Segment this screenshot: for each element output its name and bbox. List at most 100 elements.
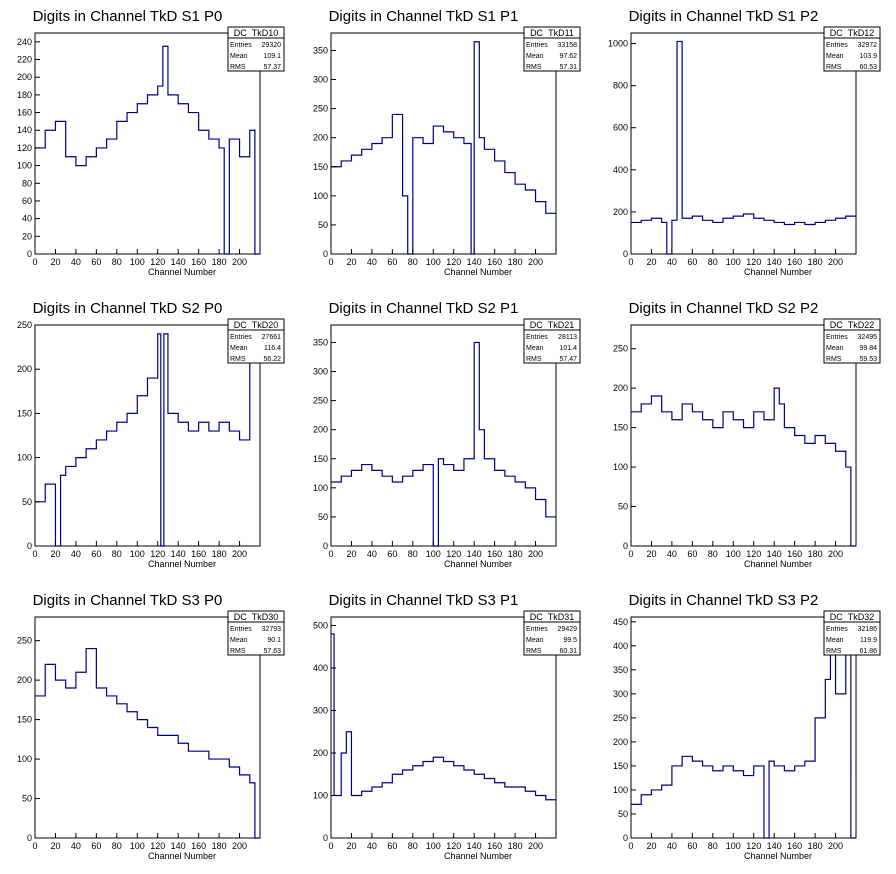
pad-7-frame <box>34 616 261 839</box>
pad-1-xtick-label-160: 160 <box>191 257 206 267</box>
pad-2-stats-rms-label: RMS <box>526 64 542 71</box>
pad-1-ytick-label-120: 120 <box>17 143 32 153</box>
pad-7-xtick-label-100: 100 <box>130 841 145 851</box>
pad-3-xtick-label-0: 0 <box>628 257 633 267</box>
pad-6-stats-frame <box>823 318 881 364</box>
pad-1-title: Digits in Channel TkD S1 P0 <box>33 8 223 25</box>
pad-4-xtick-label-60: 60 <box>91 549 101 559</box>
pad-6-xtick-label-120: 120 <box>746 549 761 559</box>
pad-4-xtick-label-20: 20 <box>50 549 60 559</box>
pad-7-title: Digits in Channel TkD S3 P0 <box>33 592 223 609</box>
pad-6-stats-entries-value: 32495 <box>858 334 878 341</box>
pad-1-series-line <box>35 45 260 255</box>
pad-2-ytick-label-350: 350 <box>313 45 328 55</box>
pad-5-stats-mean-value: 101.4 <box>559 345 577 352</box>
pad-2-xtick-label-20: 20 <box>346 257 356 267</box>
pad-3-ytick-label-0: 0 <box>623 249 628 259</box>
pad-1-ytick-label-160: 160 <box>17 108 32 118</box>
pad-5-xtick-label-80: 80 <box>408 549 418 559</box>
pad-9-stats-mean-label: Mean <box>826 637 844 644</box>
pad-2-ytick-label-250: 250 <box>313 104 328 114</box>
pad-9-xtick-label-20: 20 <box>646 841 656 851</box>
pad-8-xtick-label-40: 40 <box>367 841 377 851</box>
pad-7-xtick-label-180: 180 <box>212 841 227 851</box>
pad-6-stats-name: DC_TkD22 <box>830 320 875 330</box>
pad-4-stats-entries-label: Entries <box>230 334 252 341</box>
pad-8-stats-entries-label: Entries <box>526 626 548 633</box>
pad-8-xtick-label-80: 80 <box>408 841 418 851</box>
pad-1-ytick-label-240: 240 <box>17 37 32 47</box>
pad-2-stats-rms-value: 57.31 <box>559 64 577 71</box>
pad-7-series-line <box>35 647 260 839</box>
pad-8-stats-mean-label: Mean <box>526 637 544 644</box>
pad-3-stats-box: DC_TkD12 Entries 32972 Mean 103.9 RMS 60.53 <box>823 26 881 72</box>
pad-3-xtick-label-40: 40 <box>667 257 677 267</box>
pad-5-ytick-label-300: 300 <box>313 367 328 377</box>
pad-9-stats-box: DC_TkD32 Entries 32186 Mean 119.9 RMS 61.86 <box>823 610 881 656</box>
pad-4-series-line <box>35 333 260 547</box>
pad-1-xtick-label-20: 20 <box>50 257 60 267</box>
pad-3-ytick-label-400: 400 <box>613 165 628 175</box>
pad-5-xtick-label-140: 140 <box>467 549 482 559</box>
pad-6-stats-entries-label: Entries <box>826 334 848 341</box>
pad-7-xtick-label-120: 120 <box>150 841 165 851</box>
pad-9-xtick-label-60: 60 <box>687 841 697 851</box>
pad-5-stats-entries-label: Entries <box>526 334 548 341</box>
pad-2-xtick-label-60: 60 <box>387 257 397 267</box>
pad-4-xtick-label-120: 120 <box>150 549 165 559</box>
pad-7-xtick-label-80: 80 <box>112 841 122 851</box>
pad-9-ytick-label-100: 100 <box>613 785 628 795</box>
pad-5-title: Digits in Channel TkD S2 P1 <box>329 300 519 317</box>
pad-2-ytick-label-0: 0 <box>323 249 328 259</box>
pad-9-xtick-label-100: 100 <box>726 841 741 851</box>
pad-2-stats-mean-value: 97.62 <box>559 53 577 60</box>
pad-9-xtick-label-140: 140 <box>767 841 782 851</box>
pad-6-xtick-label-40: 40 <box>667 549 677 559</box>
pad-5-xtick-label-60: 60 <box>387 549 397 559</box>
pad-1-ytick-label-60: 60 <box>22 196 32 206</box>
pad-5-ytick-label-250: 250 <box>313 396 328 406</box>
pad-2-xtick-label-120: 120 <box>446 257 461 267</box>
pad-8-xtick-label-60: 60 <box>387 841 397 851</box>
pad-7-xtick-label-40: 40 <box>71 841 81 851</box>
pad-3-xtick-label-160: 160 <box>787 257 802 267</box>
pad-5-stats-name: DC_TkD21 <box>530 320 575 330</box>
pad-1-ytick-label-0: 0 <box>27 249 32 259</box>
pad-8-frame <box>330 616 557 839</box>
pad-7-ytick-label-150: 150 <box>17 715 32 725</box>
pad-1-stats-entries-value: 29320 <box>262 42 282 49</box>
pad-4-stats-mean-label: Mean <box>230 345 248 352</box>
pad-4-stats-name: DC_TkD20 <box>234 320 279 330</box>
pad-9-xtick-label-120: 120 <box>746 841 761 851</box>
pad-7-stats-name: DC_TkD30 <box>234 612 279 622</box>
pad-2-xtick-label-140: 140 <box>467 257 482 267</box>
pad-3-stats-entries-label: Entries <box>826 42 848 49</box>
pad-1-stats-frame <box>227 26 285 72</box>
pad-5-ytick-label-150: 150 <box>313 454 328 464</box>
pad-6-stats-box: DC_TkD22 Entries 32495 Mean 99.84 RMS 59.53 <box>823 318 881 364</box>
pad-5-ytick-label-200: 200 <box>313 425 328 435</box>
pad-4-xtick-label-80: 80 <box>112 549 122 559</box>
pad-1-xtick-label-180: 180 <box>212 257 227 267</box>
pad-2-xtick-label-180: 180 <box>508 257 523 267</box>
pad-3-stats-rms-label: RMS <box>826 64 842 71</box>
pad-9-stats-entries-value: 32186 <box>858 626 878 633</box>
pad-3-xtick-label-120: 120 <box>746 257 761 267</box>
pad-9-xtick-label-80: 80 <box>708 841 718 851</box>
pad-7-xtick-label-200: 200 <box>232 841 247 851</box>
pad-7-stats-box: DC_TkD30 Entries 32793 Mean 90.1 RMS 57.63 <box>227 610 285 656</box>
pad-1-stats-mean-value: 109.1 <box>263 53 281 60</box>
pad-3-ytick-label-200: 200 <box>613 207 628 217</box>
pad-1-ytick-label-40: 40 <box>22 214 32 224</box>
pad-6-stats-rms-value: 59.53 <box>859 356 877 363</box>
pad-8-xtick-label-20: 20 <box>346 841 356 851</box>
pad-1-ytick-label-100: 100 <box>17 161 32 171</box>
pad-9-stats-entries-label: Entries <box>826 626 848 633</box>
pad-8-ytick-label-0: 0 <box>323 833 328 843</box>
pad-9-ytick-label-150: 150 <box>613 761 628 771</box>
pad-8-xtick-label-100: 100 <box>426 841 441 851</box>
pad-1-xtick-label-140: 140 <box>171 257 186 267</box>
pad-7-stats-frame <box>227 610 285 656</box>
pad-5-xtick-label-120: 120 <box>446 549 461 559</box>
pad-9-ytick-label-300: 300 <box>613 689 628 699</box>
